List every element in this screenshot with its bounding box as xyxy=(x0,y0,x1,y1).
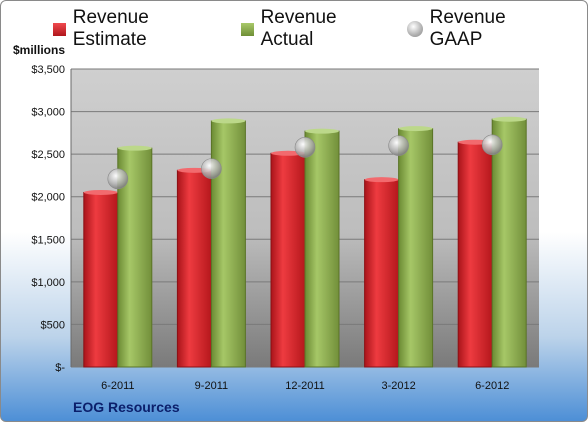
marker-revenue-gaap xyxy=(481,134,503,156)
legend-label-actual: Revenue Actual xyxy=(260,7,337,50)
marker-revenue-gaap xyxy=(388,135,409,156)
legend-entry-estimate: Revenue Estimate xyxy=(53,7,225,51)
bar-revenue-actual-top xyxy=(305,128,339,134)
bar-revenue-actual xyxy=(210,120,246,368)
bar-revenue-estimate xyxy=(457,141,493,368)
legend-label-estimate: Revenue Estimate xyxy=(72,7,149,50)
y-tick-label: $1,000 xyxy=(31,277,65,289)
legend-entry-actual: Revenue Actual xyxy=(240,7,391,51)
legend-swatch-gaap xyxy=(406,21,423,37)
bar-revenue-estimate xyxy=(176,169,212,368)
legend: Revenue Estimate Revenue Actual Revenue … xyxy=(53,7,577,50)
bar-revenue-actual xyxy=(304,130,340,368)
legend-entry-gaap: Revenue GAAP xyxy=(406,7,561,51)
y-axis-unit-label: $millions xyxy=(13,43,66,57)
y-tick-label: $2,000 xyxy=(31,192,65,204)
bar-revenue-estimate xyxy=(270,152,306,368)
y-tick-label: $- xyxy=(55,362,65,374)
x-tick-label: 3-2012 xyxy=(381,380,415,392)
y-tick-label: $3,000 xyxy=(31,107,65,119)
marker-revenue-gaap xyxy=(201,158,222,179)
x-tick-label: 6-2011 xyxy=(101,380,134,392)
bar-revenue-estimate-top xyxy=(83,189,118,195)
marker-revenue-gaap xyxy=(294,137,316,158)
bar-revenue-actual-top xyxy=(492,116,527,122)
bar-revenue-actual-top xyxy=(211,118,246,124)
company-name: EOG Resources xyxy=(73,399,180,415)
bar-revenue-estimate xyxy=(83,191,119,368)
y-tick-label: $500 xyxy=(41,319,65,331)
bar-revenue-estimate xyxy=(364,179,400,368)
bar-revenue-actual xyxy=(398,128,434,368)
bar-revenue-actual xyxy=(491,118,527,368)
y-tick-label: $2,500 xyxy=(31,149,65,161)
legend-label-gaap: Revenue GAAP xyxy=(429,7,506,50)
bar-revenue-actual-top xyxy=(117,145,152,151)
x-tick-label: 9-2011 xyxy=(195,380,228,392)
y-tick-label: $3,500 xyxy=(31,64,65,76)
legend-swatch-actual xyxy=(240,22,254,36)
y-tick-label: $1,500 xyxy=(31,234,65,246)
x-tick-label: 12-2011 xyxy=(285,380,325,392)
bar-revenue-estimate-top xyxy=(364,177,399,183)
legend-swatch-estimate xyxy=(53,22,66,36)
bar-revenue-actual-top xyxy=(398,126,433,132)
x-tick-label: 6-2012 xyxy=(475,380,509,392)
marker-revenue-gaap xyxy=(107,168,129,190)
